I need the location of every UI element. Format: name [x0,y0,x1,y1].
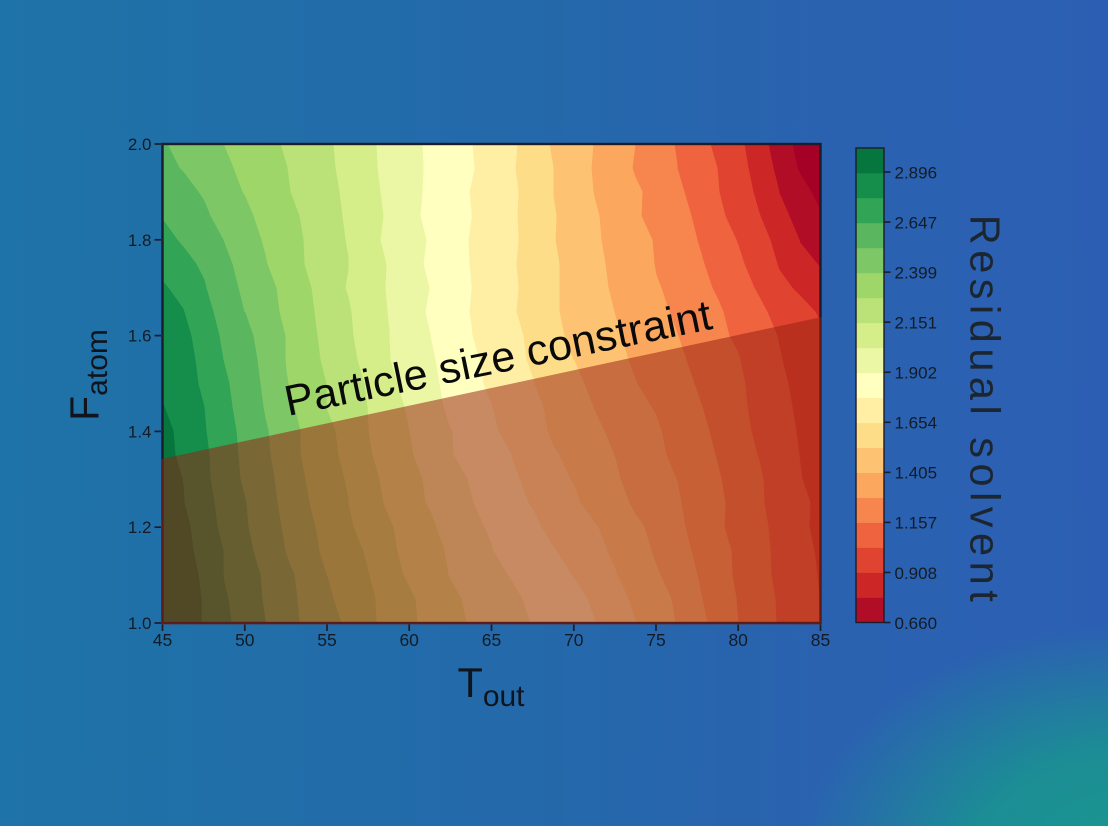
svg-text:75: 75 [646,630,665,650]
svg-text:70: 70 [564,630,584,650]
svg-text:1.654: 1.654 [895,414,938,433]
svg-text:1.902: 1.902 [895,364,938,383]
svg-text:Fatom: Fatom [62,329,115,421]
svg-text:1.6: 1.6 [128,327,152,346]
svg-text:50: 50 [235,630,255,650]
svg-text:1.0: 1.0 [128,614,152,633]
svg-text:Residual solvent: Residual solvent [962,215,1009,608]
svg-text:2.399: 2.399 [895,263,938,282]
svg-text:60: 60 [399,630,419,650]
svg-text:2.647: 2.647 [895,213,938,232]
svg-text:55: 55 [317,630,336,650]
svg-text:65: 65 [482,630,501,650]
svg-text:1.4: 1.4 [128,422,152,441]
svg-text:80: 80 [728,630,748,650]
svg-text:2.896: 2.896 [895,163,938,182]
svg-text:Tout: Tout [457,659,525,713]
svg-text:1.157: 1.157 [895,514,938,533]
svg-text:2.0: 2.0 [128,135,152,154]
svg-text:1.2: 1.2 [128,518,152,537]
svg-text:45: 45 [153,630,172,650]
svg-text:0.660: 0.660 [895,614,938,633]
svg-text:1.8: 1.8 [128,231,152,250]
svg-text:2.151: 2.151 [895,313,938,332]
svg-text:0.908: 0.908 [895,564,938,583]
svg-text:1.405: 1.405 [895,464,938,483]
svg-text:85: 85 [811,630,830,650]
